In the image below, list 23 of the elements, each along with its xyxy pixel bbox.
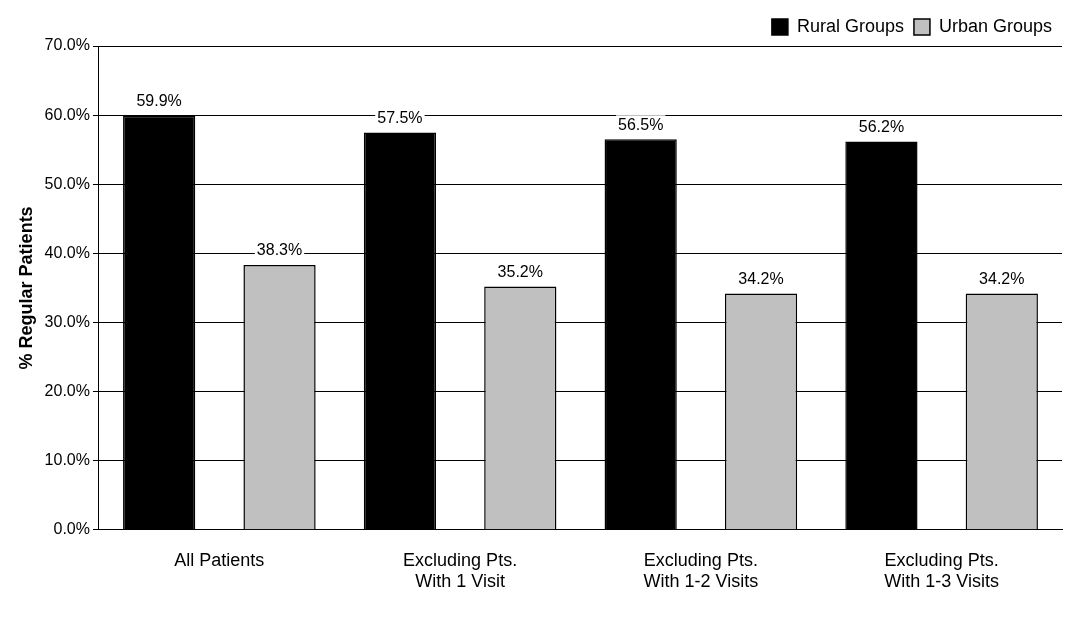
data-label: 35.2% — [497, 262, 543, 280]
y-tick-label: 30.0% — [44, 312, 90, 330]
y-tick-label: 0.0% — [53, 520, 90, 538]
y-tick-label: 60.0% — [44, 105, 90, 123]
y-axis-title: % Regular Patients — [15, 206, 36, 370]
y-tick-label: 50.0% — [44, 174, 90, 192]
x-tick-label: Excluding Pts. With 1-2 Visits — [643, 549, 759, 592]
y-tick-label: 70.0% — [44, 36, 90, 54]
y-tick-label: 20.0% — [44, 381, 90, 399]
legend-label: Rural Groups — [796, 15, 904, 36]
y-tick-label: 40.0% — [44, 243, 90, 261]
data-label: 56.2% — [858, 117, 905, 135]
legend-label: Urban Groups — [938, 15, 1053, 36]
data-label: 57.5% — [377, 108, 423, 126]
x-tick-label: Excluding Pts. With 1-3 Visits — [884, 549, 999, 592]
data-label: 34.2% — [738, 269, 784, 287]
data-label: 56.5% — [617, 115, 664, 133]
x-tick-label: All Patients — [174, 549, 265, 570]
data-label: 34.2% — [979, 269, 1025, 287]
data-label: 59.9% — [136, 92, 182, 110]
data-label: 38.3% — [256, 241, 303, 259]
x-tick-label: Excluding Pts. With 1 Visit — [403, 549, 518, 592]
y-tick-label: 10.0% — [44, 451, 90, 469]
